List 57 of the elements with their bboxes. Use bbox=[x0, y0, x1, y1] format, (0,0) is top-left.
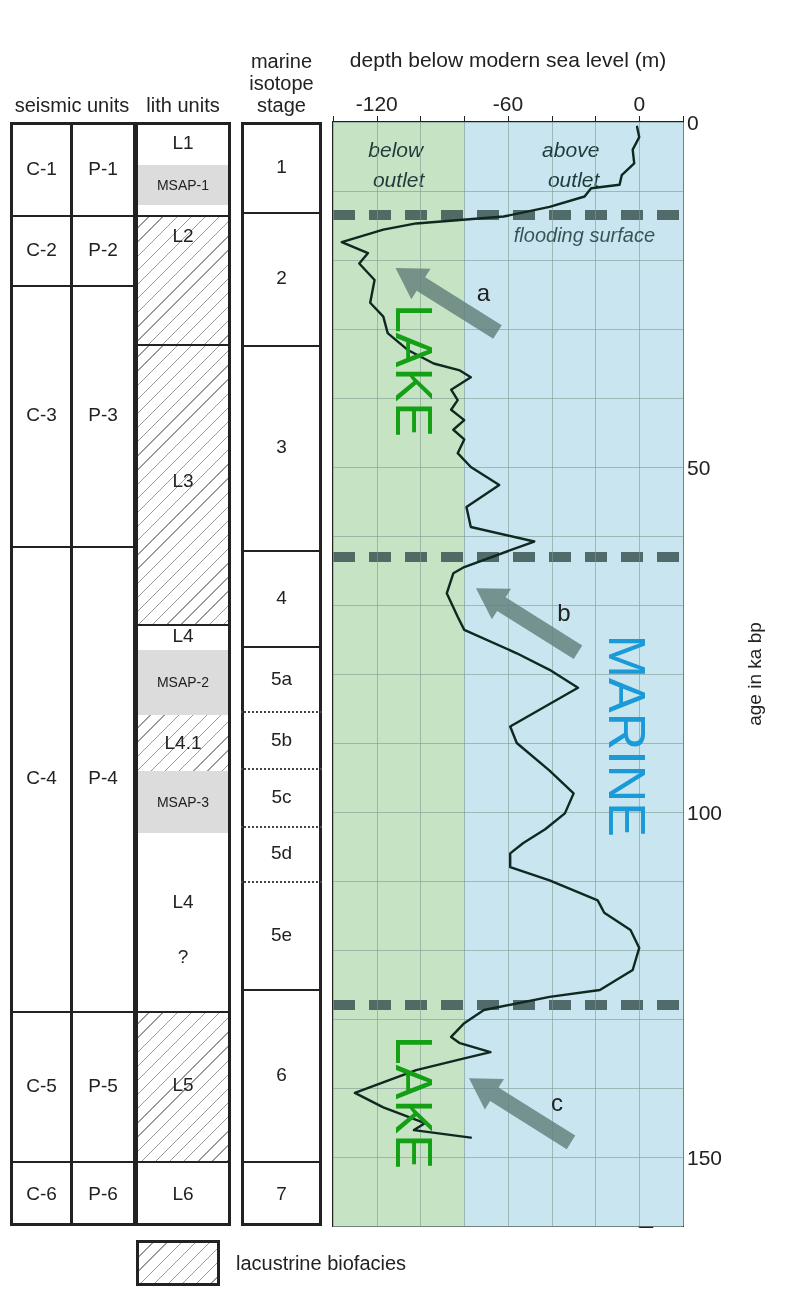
text: MSAP-3 bbox=[155, 792, 211, 812]
annotation: MARINE bbox=[598, 634, 656, 837]
text: L3 bbox=[171, 468, 195, 493]
text: 7 bbox=[275, 1181, 288, 1206]
y-tick-label: 0 bbox=[687, 110, 699, 134]
text: C-6 bbox=[25, 1181, 58, 1206]
text: MSAP-1 bbox=[155, 175, 211, 195]
text: L6 bbox=[171, 1181, 195, 1206]
text: seismic units bbox=[14, 94, 130, 116]
text: lacustrine biofacies bbox=[236, 1251, 407, 1276]
annotation: LAKE bbox=[384, 1035, 443, 1169]
text: 5b bbox=[269, 727, 294, 752]
text: P-4 bbox=[87, 766, 119, 791]
text: 5d bbox=[269, 841, 294, 866]
text: 5c bbox=[270, 784, 293, 809]
text: 4 bbox=[275, 586, 288, 611]
text: MSAP-2 bbox=[155, 673, 211, 693]
text: P-6 bbox=[87, 1181, 119, 1206]
annotation: c bbox=[551, 1088, 563, 1116]
text: L2 bbox=[171, 223, 195, 248]
text: lith units bbox=[146, 94, 220, 116]
y-axis-title: age in ka bp bbox=[744, 622, 765, 726]
annotation: LAKE bbox=[384, 303, 443, 437]
annotation: b bbox=[557, 598, 571, 626]
annotation: a bbox=[476, 278, 491, 306]
x-tick-label: 0 bbox=[633, 92, 646, 115]
text: L5 bbox=[171, 1072, 195, 1097]
ref-line-label: flooding surface bbox=[513, 224, 655, 247]
text: 5e bbox=[269, 922, 294, 947]
text: C-5 bbox=[25, 1073, 58, 1098]
text: 6 bbox=[275, 1062, 288, 1087]
x-axis-title: depth below modern sea level (m) bbox=[349, 48, 667, 71]
text: C-1 bbox=[25, 156, 58, 181]
y-tick-label: 150 bbox=[687, 1145, 723, 1169]
text: P-3 bbox=[87, 403, 119, 428]
text: marine isotope stage bbox=[248, 50, 315, 116]
text: P-5 bbox=[87, 1073, 119, 1098]
text: P-2 bbox=[87, 238, 119, 262]
text: 1 bbox=[275, 154, 288, 179]
y-tick-label: 50 bbox=[687, 455, 711, 479]
text: L4 bbox=[171, 624, 195, 649]
text: L4.1 bbox=[163, 731, 203, 755]
text: 5a bbox=[269, 666, 294, 691]
band-label: above outlet bbox=[542, 137, 606, 191]
text: C-2 bbox=[25, 238, 58, 262]
y-tick-label: 100 bbox=[687, 800, 723, 824]
x-tick-label: -60 bbox=[492, 92, 524, 115]
text: C-4 bbox=[25, 766, 58, 791]
band-label: below outlet bbox=[368, 137, 429, 191]
text: P-1 bbox=[87, 156, 119, 181]
x-tick-label: -120 bbox=[355, 92, 398, 115]
text: 3 bbox=[275, 435, 288, 460]
text: C-3 bbox=[25, 403, 58, 428]
text: 2 bbox=[275, 266, 288, 291]
text: L4 bbox=[171, 889, 195, 914]
text: ? bbox=[176, 944, 190, 969]
text: L1 bbox=[171, 130, 195, 155]
